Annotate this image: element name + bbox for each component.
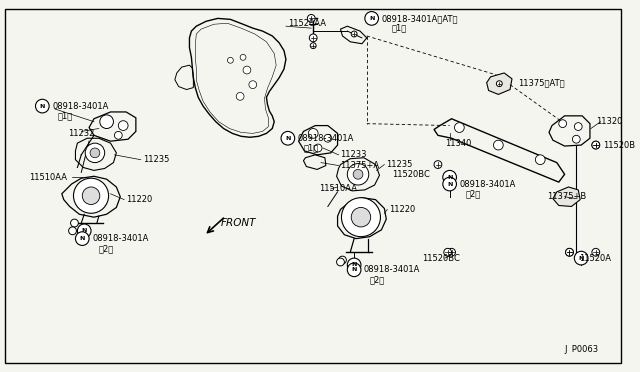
Text: N: N — [81, 228, 87, 233]
Text: 11520B: 11520B — [604, 141, 636, 150]
Text: 11233: 11233 — [340, 150, 367, 159]
Text: 〈1〉: 〈1〉 — [391, 24, 406, 33]
Circle shape — [592, 248, 600, 256]
Text: N: N — [351, 262, 357, 267]
Circle shape — [243, 66, 251, 74]
Circle shape — [493, 140, 503, 150]
Circle shape — [592, 141, 600, 149]
Text: 08918-3401A: 08918-3401A — [298, 134, 354, 143]
Text: N: N — [285, 136, 291, 141]
Text: 〈1〉: 〈1〉 — [58, 111, 73, 120]
Circle shape — [307, 15, 315, 22]
Circle shape — [100, 115, 113, 128]
Circle shape — [74, 178, 109, 213]
Text: J  P0063: J P0063 — [564, 345, 599, 354]
Text: N: N — [447, 182, 452, 186]
Circle shape — [454, 123, 464, 132]
Text: 08918-3401A: 08918-3401A — [52, 102, 108, 110]
Text: 11232: 11232 — [68, 129, 94, 138]
Circle shape — [90, 148, 100, 158]
Circle shape — [497, 81, 502, 87]
Circle shape — [348, 258, 361, 272]
Circle shape — [227, 57, 234, 63]
Circle shape — [281, 131, 294, 145]
Circle shape — [443, 177, 456, 191]
Polygon shape — [486, 73, 512, 94]
Circle shape — [566, 248, 573, 256]
Circle shape — [572, 135, 580, 143]
Circle shape — [574, 251, 588, 265]
Circle shape — [310, 43, 316, 49]
Circle shape — [353, 169, 363, 179]
Circle shape — [559, 120, 566, 128]
Circle shape — [236, 93, 244, 100]
Text: N: N — [579, 256, 584, 261]
Circle shape — [337, 258, 344, 266]
Text: 11220: 11220 — [126, 195, 152, 204]
Text: 11320: 11320 — [596, 117, 622, 126]
Circle shape — [314, 144, 322, 152]
Text: N: N — [79, 236, 85, 241]
Circle shape — [434, 161, 442, 169]
Text: 〈1〉: 〈1〉 — [303, 144, 319, 153]
Circle shape — [574, 123, 582, 131]
Text: 11340: 11340 — [445, 139, 471, 148]
Text: 11220: 11220 — [389, 205, 415, 214]
Circle shape — [348, 263, 361, 277]
Circle shape — [118, 121, 128, 131]
Circle shape — [324, 134, 332, 142]
Text: N: N — [447, 175, 452, 180]
Text: N: N — [351, 267, 357, 272]
Circle shape — [68, 227, 76, 235]
Circle shape — [443, 170, 456, 184]
Circle shape — [85, 143, 105, 163]
Text: N: N — [369, 16, 374, 21]
Circle shape — [115, 131, 122, 139]
Circle shape — [351, 208, 371, 227]
Polygon shape — [553, 187, 580, 206]
Text: 08918-3401A: 08918-3401A — [364, 265, 420, 274]
Text: 08918-3401A〈AT〉: 08918-3401A〈AT〉 — [381, 14, 458, 23]
Circle shape — [536, 155, 545, 164]
Text: 11375+A: 11375+A — [340, 161, 380, 170]
Text: 〈2〉: 〈2〉 — [465, 189, 481, 198]
Circle shape — [444, 248, 452, 256]
Circle shape — [351, 31, 357, 37]
Circle shape — [308, 128, 318, 138]
Text: FRONT: FRONT — [221, 218, 256, 228]
Text: 11520A: 11520A — [579, 254, 611, 263]
Circle shape — [240, 54, 246, 60]
Text: 11375〈AT〉: 11375〈AT〉 — [518, 78, 564, 87]
Circle shape — [365, 12, 378, 25]
Circle shape — [348, 164, 369, 185]
Text: 〈2〉: 〈2〉 — [99, 244, 114, 253]
Text: 11510AA: 11510AA — [319, 185, 357, 193]
Text: 11235: 11235 — [387, 160, 413, 169]
Circle shape — [83, 187, 100, 205]
Text: 11235: 11235 — [143, 155, 169, 164]
Circle shape — [249, 81, 257, 89]
Text: 08918-3401A: 08918-3401A — [460, 180, 516, 189]
Circle shape — [342, 198, 380, 237]
Circle shape — [592, 141, 600, 149]
Circle shape — [77, 224, 91, 238]
Text: 08918-3401A: 08918-3401A — [92, 234, 148, 243]
Circle shape — [566, 248, 573, 256]
Circle shape — [339, 256, 346, 264]
Circle shape — [309, 34, 317, 42]
Text: 11520AA: 11520AA — [288, 19, 326, 28]
Circle shape — [447, 248, 456, 256]
Text: 〈2〉: 〈2〉 — [370, 275, 385, 284]
Text: 11375+B: 11375+B — [547, 192, 586, 201]
Circle shape — [35, 99, 49, 113]
Circle shape — [76, 232, 89, 246]
Text: 11520BC: 11520BC — [422, 254, 460, 263]
Circle shape — [70, 219, 78, 227]
Text: N: N — [40, 103, 45, 109]
Text: 11520BC: 11520BC — [392, 170, 430, 179]
Text: 11510AA: 11510AA — [29, 173, 67, 182]
